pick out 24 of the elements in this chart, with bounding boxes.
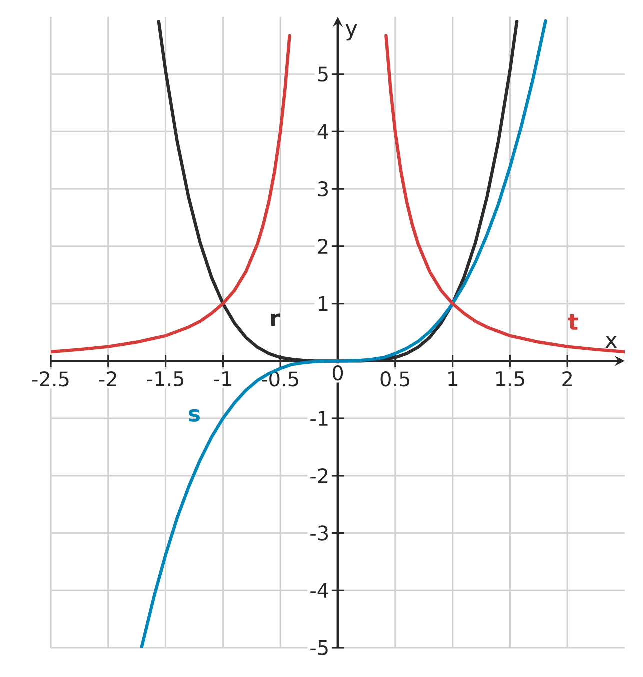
y-axis-title: y: [346, 24, 358, 41]
y-tick-label: -2: [310, 468, 328, 484]
series-label: s: [189, 409, 200, 422]
y-tick-label: 4: [318, 124, 328, 140]
y-tick-label: -4: [310, 583, 328, 598]
x-tick-label: -1: [214, 372, 232, 386]
x-tick-label: -2.5: [32, 372, 69, 387]
y-tick-label: -5: [310, 640, 328, 656]
y-tick-label: 1: [319, 296, 328, 312]
x-tick-label: -1.5: [147, 372, 184, 386]
series-label: t: [568, 314, 578, 330]
y-tick-label: -3: [310, 526, 328, 541]
x-tick-label: 0.5: [380, 372, 410, 387]
x-axis-title: x: [606, 336, 618, 348]
y-tick-label: 5: [318, 66, 328, 82]
y-tick-label: 3: [318, 182, 328, 197]
x-tick-label: 1.5: [496, 372, 524, 386]
y-tick-label: 2: [318, 239, 328, 254]
x-tick-label: 1: [448, 372, 458, 386]
x-tick-label: 0: [332, 366, 344, 381]
x-tick-label: 2: [562, 372, 572, 386]
x-tick-label: -2: [99, 372, 116, 386]
y-tick-label: -1: [310, 411, 328, 426]
series-label: r: [271, 314, 280, 326]
